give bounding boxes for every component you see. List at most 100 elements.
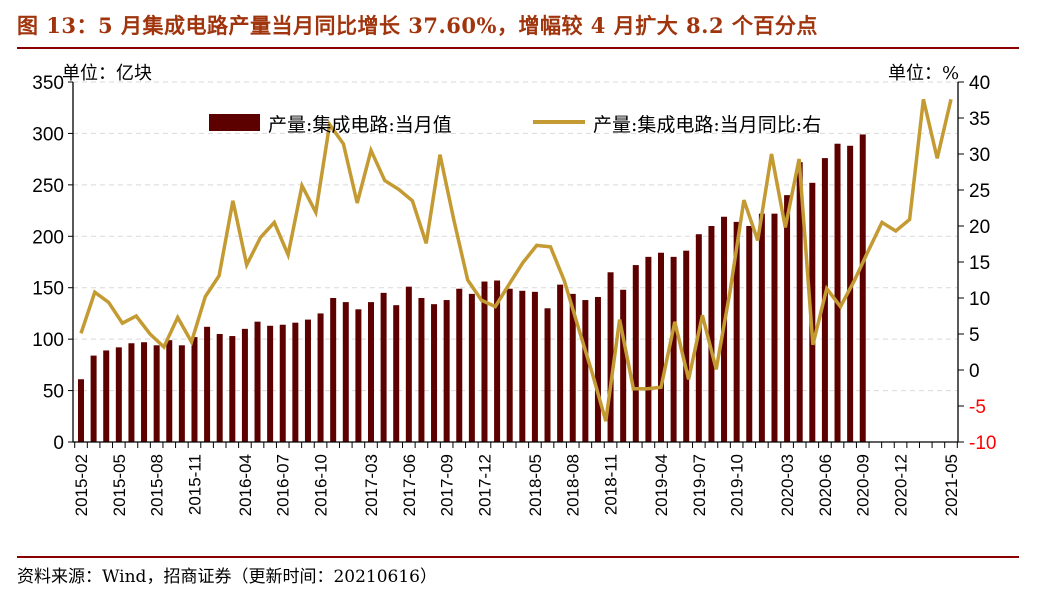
left-axis-tick-label: 0 xyxy=(53,433,64,454)
bar xyxy=(342,302,349,442)
x-axis-tick-label: 2017-09 xyxy=(438,454,457,516)
bar xyxy=(544,308,551,442)
bar xyxy=(368,302,374,442)
bar xyxy=(859,134,866,442)
bar xyxy=(645,256,652,442)
bar xyxy=(506,288,513,442)
left-axis-tick-label: 200 xyxy=(32,227,64,248)
bar xyxy=(658,252,664,442)
bar xyxy=(304,319,311,442)
x-axis-tick-label: 2016-04 xyxy=(236,454,255,516)
bar xyxy=(670,256,677,442)
bar xyxy=(141,342,148,442)
bar xyxy=(607,272,614,442)
bar xyxy=(229,336,236,442)
x-axis-tick-label: 2015-11 xyxy=(185,454,204,515)
right-axis-tick-label: 10 xyxy=(969,289,990,310)
legend-swatch-bar xyxy=(209,114,260,131)
bar xyxy=(746,226,753,442)
bar xyxy=(557,284,564,442)
bar xyxy=(784,195,791,442)
source-note: 资料来源：Wind，招商证券（更新时间：20210616） xyxy=(17,567,437,587)
left-axis-tick-label: 300 xyxy=(32,124,64,145)
x-axis-tick-label: 2017-03 xyxy=(362,454,381,516)
right-axis-tick-label: 0 xyxy=(969,361,980,382)
right-axis-tick-label: 15 xyxy=(969,253,990,274)
bar xyxy=(569,293,576,442)
bar xyxy=(380,292,387,442)
right-axis-tick-label: 30 xyxy=(969,145,990,166)
x-axis-tick-label: 2019-07 xyxy=(690,454,709,516)
bar xyxy=(103,350,110,442)
x-axis-tick-label: 2020-03 xyxy=(778,454,797,516)
x-axis-tick-label: 2017-06 xyxy=(400,454,419,516)
bar xyxy=(847,145,854,442)
bar xyxy=(267,325,274,442)
left-axis-tick-label: 250 xyxy=(32,176,64,197)
legend-label-line: 产量:集成电路:当月同比:右 xyxy=(593,114,821,136)
left-axis-tick-label: 100 xyxy=(32,330,64,351)
legend-label-bar: 产量:集成电路:当月值 xyxy=(268,114,452,136)
right-axis-tick-label: -10 xyxy=(969,433,996,454)
right-axis-tick-label: 5 xyxy=(969,325,980,346)
bar xyxy=(809,182,816,443)
bar xyxy=(204,326,211,442)
figure-title: 图 13：5 月集成电路产量当月同比增长 37.60%，增幅较 4 月扩大 8.… xyxy=(17,13,818,38)
bar xyxy=(241,328,248,442)
bar xyxy=(796,162,803,442)
axes: 0 50 100 150 200 250 300 350 -10 -5 0 5 10 15 20 25 30 35… xyxy=(32,73,996,516)
right-unit-label: 单位：% xyxy=(888,63,959,84)
bar xyxy=(355,309,362,442)
bar xyxy=(405,286,412,442)
bar xyxy=(443,300,450,442)
bar xyxy=(771,213,778,442)
bar xyxy=(582,300,589,442)
bar xyxy=(216,334,223,442)
left-axis-tick-label: 350 xyxy=(32,73,64,94)
bar xyxy=(254,321,261,442)
bar xyxy=(279,324,286,442)
bar xyxy=(683,250,690,442)
x-axis-tick-label: 2021-05 xyxy=(942,454,961,516)
bar xyxy=(418,298,425,442)
bar xyxy=(708,226,715,442)
legend: 产量:集成电路:当月值 产量:集成电路:当月同比:右 xyxy=(209,114,821,136)
right-axis-tick-label: 20 xyxy=(969,217,990,238)
x-axis-tick-label: 2015-02 xyxy=(72,454,91,516)
bar xyxy=(519,290,526,442)
right-axis-tick-label: -5 xyxy=(969,397,986,418)
bar xyxy=(115,347,122,442)
bar xyxy=(431,304,438,442)
line-series xyxy=(79,98,953,422)
x-axis-tick-label: 2016-10 xyxy=(312,454,331,516)
bar xyxy=(317,313,324,442)
bar xyxy=(632,265,639,442)
x-axis-tick-label: 2019-04 xyxy=(652,454,671,516)
bar xyxy=(330,298,337,442)
bar xyxy=(468,293,475,442)
right-axis-tick-label: 40 xyxy=(969,73,990,94)
bar xyxy=(733,221,740,442)
bar xyxy=(78,379,84,442)
title-divider xyxy=(17,47,1019,49)
x-axis-tick-label: 2020-06 xyxy=(816,454,835,516)
bar xyxy=(620,289,627,442)
bar xyxy=(594,296,601,442)
x-axis-tick-label: 2018-11 xyxy=(602,454,621,515)
bar xyxy=(531,291,538,442)
x-axis-tick-label: 2015-05 xyxy=(110,454,129,516)
yoy-line xyxy=(79,98,953,422)
x-axis-tick-label: 2020-12 xyxy=(892,454,911,516)
bar xyxy=(153,345,160,442)
bar xyxy=(178,345,185,442)
bar xyxy=(481,281,488,442)
bar xyxy=(90,355,97,442)
x-axis-tick-label: 2018-05 xyxy=(526,454,545,516)
source-divider xyxy=(17,556,1019,558)
right-axis-tick-label: 25 xyxy=(969,181,990,202)
x-axis-tick-label: 2018-08 xyxy=(564,454,583,516)
right-axis-tick-label: 35 xyxy=(969,109,990,130)
x-axis-tick-label: 2019-10 xyxy=(728,454,747,516)
x-axis-tick-label: 2020-09 xyxy=(854,454,873,516)
